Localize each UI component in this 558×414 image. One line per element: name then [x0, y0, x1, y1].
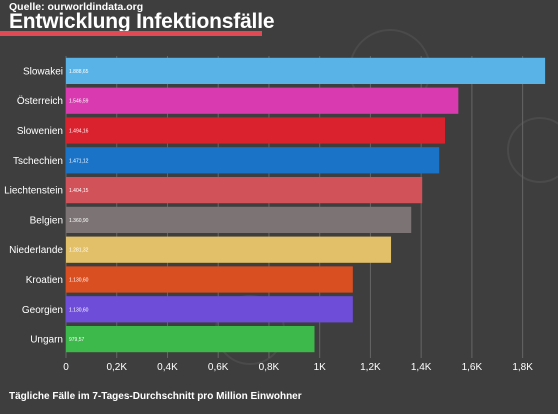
- bar: [66, 57, 546, 85]
- bar-value-label: 1.546,59: [69, 99, 89, 105]
- title-underline: [0, 31, 262, 36]
- bar-value-label: 1.360,90: [69, 218, 89, 224]
- x-tick-label: 0,6K: [208, 362, 229, 373]
- category-label: Niederlande: [9, 245, 63, 256]
- x-tick-label: 0,8K: [259, 362, 280, 373]
- category-label: Österreich: [17, 95, 63, 107]
- x-tick-label: 0: [63, 362, 69, 373]
- bar-value-label: 1.888,65: [69, 69, 89, 75]
- category-label: Ungarn: [30, 335, 63, 346]
- bar-value-label: 1.130,60: [69, 307, 89, 313]
- bar-value-label: 1.281,32: [69, 248, 89, 254]
- source-text: Quelle: ourworldindata.org: [9, 1, 144, 13]
- category-label: Kroatien: [26, 275, 63, 286]
- footer-note: Tägliche Fälle im 7-Tages-Durchschnitt p…: [9, 391, 302, 402]
- bar-value-label: 1.130,60: [69, 278, 89, 284]
- category-label: Slowenien: [17, 126, 63, 137]
- category-label: Belgien: [30, 215, 63, 226]
- bar: [66, 176, 423, 204]
- x-tick-label: 0,2K: [106, 362, 127, 373]
- bar-value-label: 979,57: [69, 337, 85, 343]
- bar: [66, 266, 353, 293]
- bar: [66, 206, 412, 234]
- category-label: Slowakei: [23, 66, 63, 77]
- bar: [66, 147, 440, 174]
- bar: [66, 87, 459, 114]
- bar: [66, 296, 353, 323]
- category-label: Liechtenstein: [4, 186, 63, 197]
- category-label: Tschechien: [13, 156, 63, 167]
- x-tick-label: 1K: [314, 362, 327, 373]
- x-tick-label: 1,8K: [512, 362, 533, 373]
- bar-value-label: 1.404,15: [69, 188, 89, 194]
- category-label: Georgien: [22, 305, 63, 316]
- x-tick-label: 1,2K: [360, 362, 381, 373]
- chart-title: Entwicklung Infektionsfälle: [9, 10, 275, 33]
- x-tick-label: 1,4K: [411, 362, 432, 373]
- bar: [66, 117, 446, 144]
- x-tick-label: 0,4K: [157, 362, 178, 373]
- bar-value-label: 1.471,12: [69, 158, 89, 164]
- bar: [66, 236, 392, 263]
- bar-value-label: 1.494,16: [69, 129, 89, 135]
- bar: [66, 325, 315, 353]
- x-tick-label: 1,6K: [462, 362, 483, 373]
